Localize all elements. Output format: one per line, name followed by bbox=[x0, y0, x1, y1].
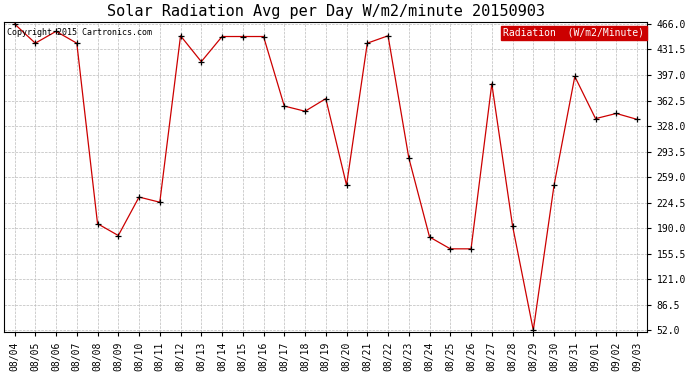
Text: Radiation  (W/m2/Minute): Radiation (W/m2/Minute) bbox=[503, 28, 644, 38]
Title: Solar Radiation Avg per Day W/m2/minute 20150903: Solar Radiation Avg per Day W/m2/minute … bbox=[107, 4, 545, 19]
Text: Copyright 2015 Cartronics.com: Copyright 2015 Cartronics.com bbox=[8, 28, 152, 37]
